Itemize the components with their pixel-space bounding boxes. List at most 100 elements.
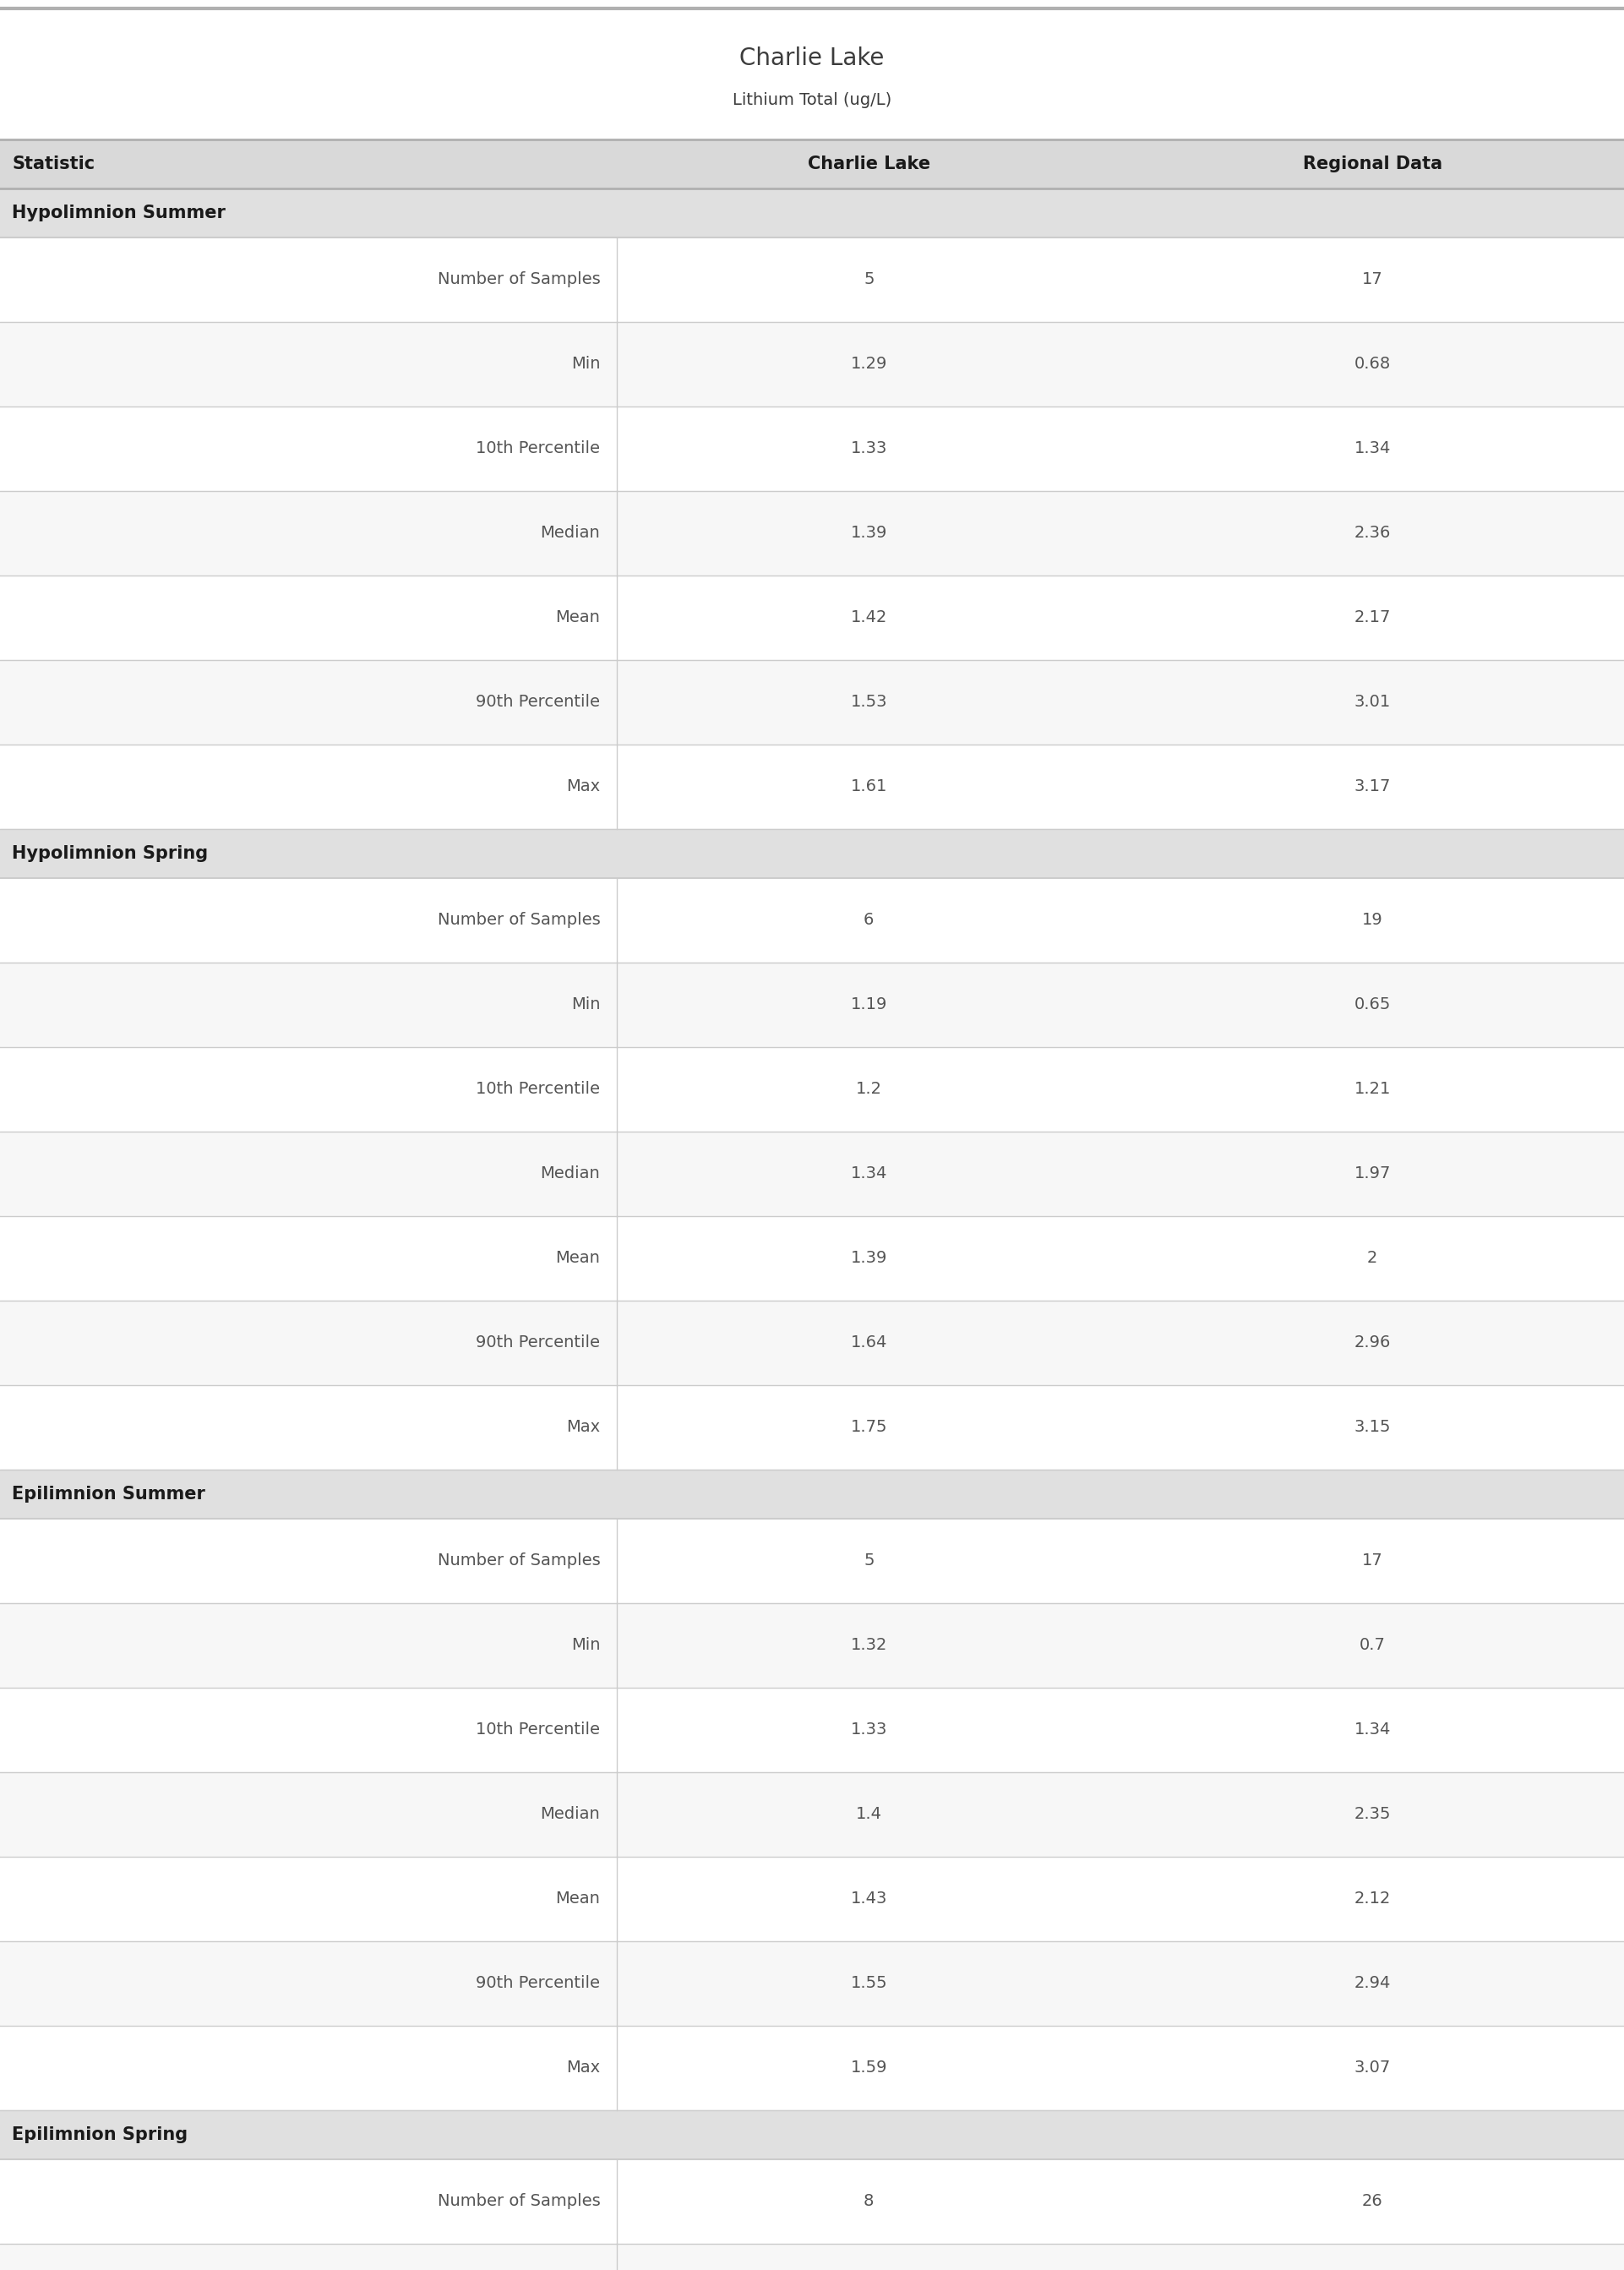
Text: Regional Data: Regional Data — [1302, 157, 1442, 173]
Bar — [0, 1941, 1624, 2025]
Text: 2.36: 2.36 — [1354, 524, 1390, 540]
Bar — [0, 878, 1624, 962]
Text: 3.01: 3.01 — [1354, 695, 1390, 711]
Text: 10th Percentile: 10th Percentile — [476, 1081, 601, 1096]
Bar — [0, 1046, 1624, 1133]
Text: 1.33: 1.33 — [851, 1723, 887, 1739]
Text: 1.53: 1.53 — [851, 695, 887, 711]
Text: 2.94: 2.94 — [1354, 1975, 1390, 1991]
Text: 19: 19 — [1363, 913, 1382, 928]
Bar — [0, 745, 1624, 829]
Text: 90th Percentile: 90th Percentile — [476, 695, 601, 711]
Text: 3.07: 3.07 — [1354, 2059, 1390, 2077]
Bar — [0, 188, 1624, 238]
Bar — [0, 2243, 1624, 2270]
Text: 8: 8 — [864, 2193, 874, 2209]
Text: Epilimnion Summer: Epilimnion Summer — [11, 1487, 205, 1503]
Text: 1.39: 1.39 — [851, 1251, 887, 1267]
Bar — [0, 1519, 1624, 1603]
Text: Max: Max — [567, 2059, 601, 2077]
Text: 3.15: 3.15 — [1354, 1419, 1390, 1435]
Bar — [0, 661, 1624, 745]
Text: 2.12: 2.12 — [1354, 1891, 1390, 1907]
Text: 1.97: 1.97 — [1354, 1167, 1390, 1183]
Text: 2.35: 2.35 — [1354, 1807, 1390, 1823]
Bar — [0, 2025, 1624, 2111]
Bar — [0, 1133, 1624, 1217]
Text: 1.55: 1.55 — [851, 1975, 887, 1991]
Text: 1.29: 1.29 — [851, 356, 887, 372]
Bar — [0, 406, 1624, 490]
Text: 1.2: 1.2 — [856, 1081, 882, 1096]
Bar — [0, 490, 1624, 577]
Text: 0.68: 0.68 — [1354, 356, 1390, 372]
Bar — [0, 1857, 1624, 1941]
Bar — [0, 962, 1624, 1046]
Text: 17: 17 — [1363, 1553, 1382, 1569]
Text: 5: 5 — [864, 272, 874, 288]
Text: 0.7: 0.7 — [1359, 1637, 1385, 1653]
Text: Min: Min — [572, 1637, 601, 1653]
Text: Number of Samples: Number of Samples — [437, 272, 601, 288]
Text: 1.59: 1.59 — [851, 2059, 887, 2077]
Text: Lithium Total (ug/L): Lithium Total (ug/L) — [732, 93, 892, 109]
Text: 1.42: 1.42 — [851, 611, 887, 627]
Text: 1.61: 1.61 — [851, 779, 887, 794]
Bar — [0, 1385, 1624, 1469]
Text: Mean: Mean — [555, 1251, 601, 1267]
Text: Max: Max — [567, 779, 601, 794]
Bar — [0, 1217, 1624, 1301]
Text: Min: Min — [572, 356, 601, 372]
Text: 1.33: 1.33 — [851, 440, 887, 456]
Text: 1.75: 1.75 — [851, 1419, 887, 1435]
Text: Number of Samples: Number of Samples — [437, 1553, 601, 1569]
Text: 1.43: 1.43 — [851, 1891, 887, 1907]
Bar — [0, 829, 1624, 878]
Bar — [0, 322, 1624, 406]
Text: 1.34: 1.34 — [1354, 1723, 1390, 1739]
Text: Mean: Mean — [555, 611, 601, 627]
Text: Statistic: Statistic — [11, 157, 94, 173]
Bar — [0, 138, 1624, 188]
Text: 6: 6 — [864, 913, 874, 928]
Text: 1.19: 1.19 — [851, 997, 887, 1012]
Text: Number of Samples: Number of Samples — [437, 2193, 601, 2209]
Bar — [0, 1773, 1624, 1857]
Text: 1.64: 1.64 — [851, 1335, 887, 1351]
Text: Median: Median — [541, 1807, 601, 1823]
Bar — [0, 2111, 1624, 2159]
Bar — [0, 238, 1624, 322]
Text: 2.17: 2.17 — [1354, 611, 1390, 627]
Text: Mean: Mean — [555, 1891, 601, 1907]
Text: 2: 2 — [1367, 1251, 1377, 1267]
Text: 90th Percentile: 90th Percentile — [476, 1335, 601, 1351]
Text: 1.39: 1.39 — [851, 524, 887, 540]
Text: Median: Median — [541, 1167, 601, 1183]
Text: 17: 17 — [1363, 272, 1382, 288]
Bar — [0, 2159, 1624, 2243]
Text: 1.4: 1.4 — [856, 1807, 882, 1823]
Text: 1.34: 1.34 — [851, 1167, 887, 1183]
Text: Epilimnion Spring: Epilimnion Spring — [11, 2127, 188, 2143]
Text: 1.21: 1.21 — [1354, 1081, 1390, 1096]
Bar — [0, 1687, 1624, 1773]
Text: Charlie Lake: Charlie Lake — [739, 45, 885, 70]
Text: Max: Max — [567, 1419, 601, 1435]
Text: 10th Percentile: 10th Percentile — [476, 1723, 601, 1739]
Text: 5: 5 — [864, 1553, 874, 1569]
Text: 2.96: 2.96 — [1354, 1335, 1390, 1351]
Bar — [0, 1603, 1624, 1687]
Text: 10th Percentile: 10th Percentile — [476, 440, 601, 456]
Bar — [0, 577, 1624, 661]
Text: Median: Median — [541, 524, 601, 540]
Text: 1.34: 1.34 — [1354, 440, 1390, 456]
Text: Number of Samples: Number of Samples — [437, 913, 601, 928]
Text: 26: 26 — [1363, 2193, 1382, 2209]
Text: 90th Percentile: 90th Percentile — [476, 1975, 601, 1991]
Text: Min: Min — [572, 997, 601, 1012]
Text: Hypolimnion Spring: Hypolimnion Spring — [11, 844, 208, 863]
Text: Hypolimnion Summer: Hypolimnion Summer — [11, 204, 226, 222]
Text: Charlie Lake: Charlie Lake — [807, 157, 931, 173]
Bar — [0, 1469, 1624, 1519]
Bar — [0, 1301, 1624, 1385]
